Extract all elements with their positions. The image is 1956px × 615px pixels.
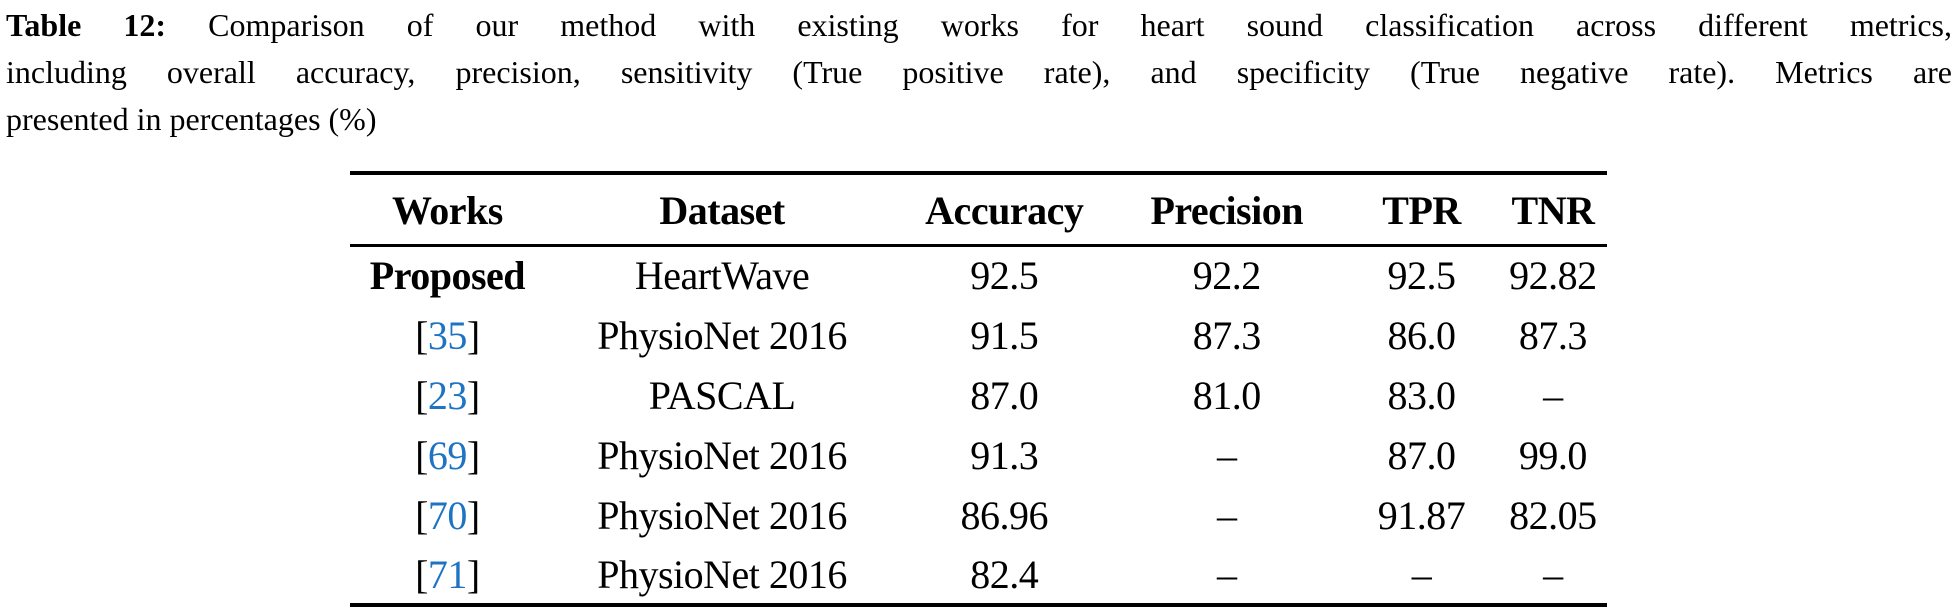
cell-tpr: 86.0: [1387, 312, 1456, 358]
cell-precision: 87.3: [1192, 312, 1262, 358]
citation-open-bracket: [: [415, 432, 428, 478]
table-row: [71] PhysioNet 2016 82.4 – – –: [350, 545, 1607, 605]
citation-link[interactable]: 70: [427, 492, 468, 538]
cell-precision: 81.0: [1192, 372, 1262, 418]
col-header-tpr: TPR: [1344, 173, 1499, 247]
cell-precision: 92.2: [1192, 253, 1262, 299]
cell-accuracy: 86.96: [960, 492, 1049, 538]
cell-work: [70]: [350, 485, 545, 545]
citation-open-bracket: [: [415, 551, 428, 597]
citation-close-bracket: ]: [466, 372, 480, 418]
cell-accuracy: 87.0: [970, 372, 1039, 418]
cell-tnr: –: [1543, 551, 1563, 597]
cell-tnr: 99.0: [1518, 432, 1588, 478]
table-row: Proposed HeartWave 92.5 92.2 92.5 92.82: [350, 245, 1607, 305]
cell-dataset: PhysioNet 2016: [597, 432, 847, 478]
caption-label: Table 12:: [6, 7, 167, 43]
citation-close-bracket: ]: [466, 492, 480, 538]
table-body: Proposed HeartWave 92.5 92.2 92.5 92.82 [35] Ph…: [350, 245, 1607, 605]
citation-link[interactable]: 69: [427, 432, 468, 478]
citation-link[interactable]: 23: [427, 372, 468, 418]
caption-line-1-text: Comparison of our method with existing w…: [166, 7, 1953, 43]
citation-close-bracket: ]: [466, 551, 480, 597]
col-header-dataset: Dataset: [544, 173, 900, 247]
citation-close-bracket: ]: [466, 432, 480, 478]
cell-precision: –: [1216, 492, 1237, 538]
cell-tpr: 83.0: [1387, 372, 1456, 418]
table-row: [23] PASCAL 87.0 81.0 83.0 –: [350, 365, 1607, 425]
cell-work: [23]: [350, 365, 545, 425]
cell-work: Proposed: [369, 253, 526, 299]
citation-close-bracket: ]: [466, 312, 480, 358]
cell-dataset: HeartWave: [634, 253, 810, 299]
cell-dataset: PASCAL: [648, 372, 796, 418]
cell-precision: –: [1216, 432, 1237, 478]
citation-open-bracket: [: [415, 312, 428, 358]
col-header-works: Works: [350, 173, 545, 247]
cell-tpr: –: [1411, 551, 1432, 597]
table-row: [69] PhysioNet 2016 91.3 – 87.0 99.0: [350, 425, 1607, 485]
cell-tnr: –: [1543, 372, 1563, 418]
cell-work: [71]: [350, 545, 545, 605]
cell-work: [35]: [350, 305, 545, 365]
cell-tnr: 92.82: [1509, 253, 1597, 299]
cell-tnr: 87.3: [1518, 312, 1588, 358]
table-row: [70] PhysioNet 2016 86.96 – 91.87 82.05: [350, 485, 1607, 545]
citation-link[interactable]: 71: [427, 551, 468, 597]
citation-link[interactable]: 35: [427, 312, 468, 358]
cell-tnr: 82.05: [1509, 492, 1597, 538]
caption-line-3: presented in percentages (%): [6, 101, 377, 137]
cell-precision: –: [1216, 551, 1237, 597]
caption-line-2: including overall accuracy, precision, s…: [6, 54, 1952, 90]
cell-tpr: 92.5: [1387, 253, 1456, 299]
cell-dataset: PhysioNet 2016: [597, 312, 847, 358]
cell-tpr: 91.87: [1377, 492, 1466, 538]
cell-accuracy: 91.3: [970, 432, 1039, 478]
cell-accuracy: 91.5: [970, 312, 1039, 358]
cell-accuracy: 92.5: [970, 253, 1039, 299]
table-row: [35] PhysioNet 2016 91.5 87.3 86.0 87.3: [350, 305, 1607, 365]
cell-tpr: 87.0: [1387, 432, 1456, 478]
table-caption: Table 12: Comparison of our method with …: [6, 2, 1952, 143]
caption-line-1: Table 12: Comparison of our method with …: [6, 2, 1952, 49]
cell-accuracy: 82.4: [970, 551, 1039, 597]
cell-work: [69]: [350, 425, 545, 485]
cell-dataset: PhysioNet 2016: [597, 551, 847, 597]
header-row: Works Dataset Accuracy Precision TPR TNR: [350, 173, 1607, 247]
col-header-precision: Precision: [1109, 173, 1345, 247]
col-header-accuracy: Accuracy: [899, 173, 1110, 247]
cell-dataset: PhysioNet 2016: [597, 492, 847, 538]
citation-open-bracket: [: [415, 492, 428, 538]
comparison-table: Works Dataset Accuracy Precision TPR TNR…: [350, 171, 1607, 607]
col-header-tnr: TNR: [1498, 173, 1607, 247]
citation-open-bracket: [: [415, 372, 428, 418]
